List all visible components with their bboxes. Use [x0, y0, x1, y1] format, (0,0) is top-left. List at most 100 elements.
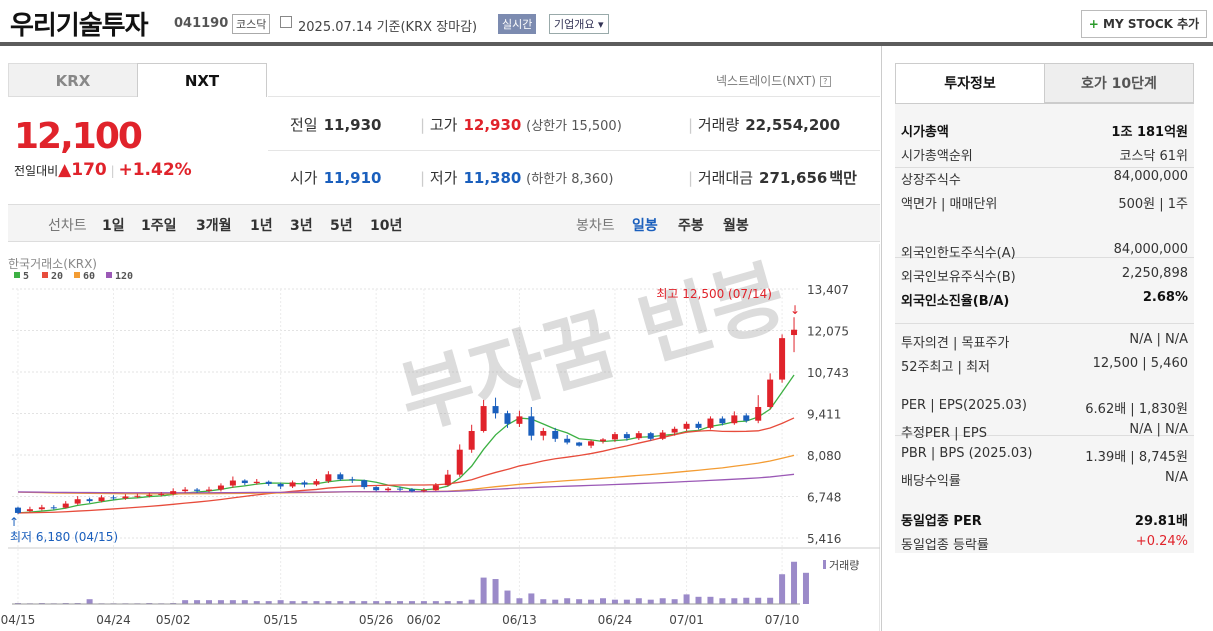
x-tick-label: 05/02 — [156, 613, 191, 627]
period-1w[interactable]: 1주일 — [141, 218, 177, 234]
info-label: 추정PER | EPS — [901, 426, 987, 441]
amt-value: 271,656 — [759, 169, 828, 187]
company-info-dropdown[interactable]: 기업개요 ▾ — [549, 14, 609, 34]
candle-body — [158, 493, 165, 495]
open-label: 시가 — [290, 169, 318, 187]
volume: | 거래량 22,554,200 — [688, 116, 841, 134]
stock-chart[interactable]: 13,407 12,075 10,743 9,411 8,080 6,748 5,416 04… — [0, 244, 880, 631]
period-3y[interactable]: 3년 — [290, 218, 313, 234]
volume-bar — [504, 590, 511, 604]
volume-bar — [743, 597, 750, 604]
candle-body — [540, 430, 547, 436]
divider — [268, 150, 880, 151]
candle-body — [361, 480, 368, 488]
group-divider — [895, 323, 1194, 324]
candle-body — [504, 413, 511, 424]
high-price: | 고가 12,930 (상한가 15,500) — [420, 116, 622, 134]
candle-body — [301, 482, 308, 485]
candle-body — [349, 479, 356, 481]
volume-bar — [719, 598, 726, 604]
legend-label: 20 — [51, 271, 63, 282]
period-5y[interactable]: 5년 — [330, 218, 353, 234]
candle-body — [432, 485, 439, 491]
volume-bar — [468, 599, 475, 604]
price-change: 전일대비▲170 | +1.42% — [14, 160, 192, 180]
candle-body — [337, 474, 344, 480]
info-row: 외국인한도주식수(A) 84,000,000 — [901, 242, 1188, 262]
tab-nxt[interactable]: NXT — [137, 63, 267, 97]
help-icon[interactable]: ? — [819, 76, 831, 87]
legend-label: 120 — [115, 271, 133, 282]
volume-bar — [611, 599, 618, 604]
candle-body — [420, 490, 427, 492]
lower-limit: (하한가 8,360) — [526, 172, 614, 187]
volume-bar — [253, 601, 260, 604]
line-chart-label: 선차트 — [48, 218, 87, 234]
vol-value: 22,554,200 — [745, 116, 841, 134]
candle-body — [98, 497, 105, 502]
volume-bar — [86, 599, 93, 604]
my-stock-label: MY STOCK 추가 — [1103, 17, 1200, 31]
candle-body — [86, 499, 93, 502]
candle-body — [253, 481, 260, 484]
volume-bar — [731, 598, 738, 604]
x-tick-label: 06/13 — [502, 613, 537, 627]
volume-bar — [671, 599, 678, 604]
info-value: 500원 | 1주 — [1118, 197, 1188, 212]
candle-body — [265, 481, 272, 484]
info-label: PBR | BPS (2025.03) — [901, 446, 1033, 461]
volume-bar — [779, 574, 786, 604]
candle-body — [695, 423, 702, 428]
candle-body — [659, 432, 666, 439]
info-label: 투자의견 | 목표주가 — [901, 336, 1010, 351]
candle-body — [576, 442, 583, 446]
tab-orderbook[interactable]: 호가 10단계 — [1044, 63, 1194, 103]
volume-bar — [385, 601, 392, 604]
realtime-button[interactable]: 실시간 — [498, 14, 537, 34]
y-tick-label: 13,407 — [807, 283, 849, 297]
candle-body — [600, 439, 606, 442]
volume-bar — [802, 572, 809, 604]
candle-body — [611, 434, 618, 440]
period-3m[interactable]: 3개월 — [196, 218, 232, 234]
legend-label: 60 — [83, 271, 95, 282]
volume-bar — [588, 599, 595, 604]
period-10y[interactable]: 10년 — [370, 218, 403, 234]
volume-bar — [265, 601, 272, 604]
candle-chart-label: 봉차트 — [576, 218, 615, 234]
legend-swatch — [14, 272, 20, 278]
chart-period-bar: 선차트 1일 1주일 3개월 1년 3년 5년 10년 봉차트 일봉 주봉 월봉 — [8, 204, 880, 242]
period-1d[interactable]: 1일 — [102, 218, 125, 234]
candle-body — [647, 433, 654, 439]
volume-bar — [791, 561, 798, 604]
my-stock-add-button[interactable]: + MY STOCK 추가 — [1081, 10, 1207, 38]
low-value: 11,380 — [463, 169, 522, 187]
x-tick-label: 07/01 — [669, 613, 704, 627]
info-label: 외국인한도주식수(A) — [901, 246, 1016, 261]
info-row: 투자의견 | 목표주가 N/A | N/A — [901, 332, 1188, 352]
candle-body — [277, 483, 284, 487]
legend-swatch — [42, 272, 48, 278]
candle-daily[interactable]: 일봉 — [632, 218, 658, 234]
volume-bar — [408, 601, 415, 604]
group-divider — [895, 167, 1194, 168]
candle-weekly[interactable]: 주봉 — [678, 218, 704, 234]
info-label: 동일업종 PER — [901, 514, 982, 529]
x-tick-label: 07/10 — [765, 613, 800, 627]
group-divider — [895, 435, 1194, 436]
period-1y[interactable]: 1년 — [250, 218, 273, 234]
info-row: 상장주식수 84,000,000 — [901, 169, 1188, 189]
tab-invest-info[interactable]: 투자정보 — [895, 63, 1045, 103]
candle-monthly[interactable]: 월봉 — [723, 218, 749, 234]
open-price: 시가 11,910 — [290, 167, 382, 188]
tab-krx[interactable]: KRX — [8, 63, 138, 97]
info-row: 동일업종 PER 29.81배 — [901, 510, 1188, 530]
prev-label: 전일 — [290, 116, 318, 134]
stock-name: 우리기술투자 — [10, 11, 149, 41]
volume-bar — [516, 598, 523, 604]
base-date: 2025.07.14 기준(KRX 장마감) — [298, 20, 478, 35]
candle-body — [731, 415, 738, 424]
candle-body — [146, 494, 153, 496]
info-row: 배당수익률 N/A — [901, 470, 1188, 490]
volume-bar — [480, 577, 487, 604]
